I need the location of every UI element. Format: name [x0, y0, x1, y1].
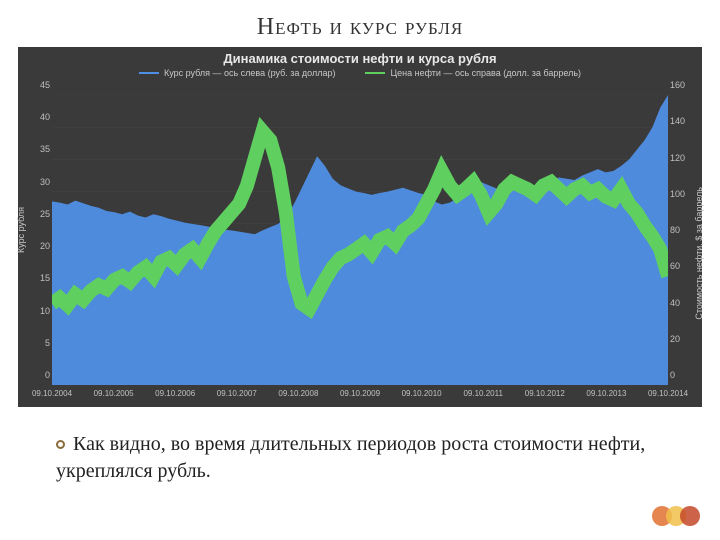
- y-left-tick: 30: [20, 177, 50, 187]
- y-left-tick: 10: [20, 306, 50, 316]
- x-tick: 09.10.2009: [340, 389, 380, 398]
- x-tick: 09.10.2013: [586, 389, 626, 398]
- caption-text: Как видно, во время длительных периодов …: [56, 433, 645, 482]
- x-tick: 09.10.2014: [648, 389, 688, 398]
- slide-title: Нефть и курс рубля: [0, 0, 720, 47]
- slide-caption: Как видно, во время длительных периодов …: [0, 407, 720, 485]
- x-tick: 09.10.2005: [94, 389, 134, 398]
- y-right-tick: 140: [670, 116, 700, 126]
- x-tick: 09.10.2011: [463, 389, 502, 398]
- y-left-tick: 35: [20, 144, 50, 154]
- x-tick: 09.10.2006: [155, 389, 195, 398]
- x-tick: 09.10.2007: [217, 389, 257, 398]
- y-left-tick: 45: [20, 80, 50, 90]
- x-tick: 09.10.2004: [32, 389, 72, 398]
- y-right-tick: 20: [670, 334, 700, 344]
- y-right-tick: 120: [670, 153, 700, 163]
- corner-decoration: [658, 506, 700, 526]
- chart-legend: Курс рубля — ось слева (руб. за доллар) …: [18, 68, 702, 82]
- legend-swatch: [365, 72, 385, 74]
- legend-item-oil: Цена нефти — ось справа (долл. за баррел…: [365, 68, 581, 78]
- plot-area: [52, 95, 668, 385]
- x-tick: 09.10.2012: [525, 389, 565, 398]
- x-tick: 09.10.2008: [278, 389, 318, 398]
- chart-title: Динамика стоимости нефти и курса рубля: [18, 47, 702, 68]
- y-left-tick: 5: [20, 338, 50, 348]
- bullet-icon: [56, 440, 65, 449]
- legend-item-ruble: Курс рубля — ось слева (руб. за доллар): [139, 68, 336, 78]
- y-left-tick: 40: [20, 112, 50, 122]
- chart-container: Динамика стоимости нефти и курса рубля К…: [18, 47, 702, 407]
- chart-svg: [52, 95, 668, 385]
- y-left-tick: 15: [20, 273, 50, 283]
- y-right-tick: 0: [670, 370, 700, 380]
- x-tick: 09.10.2010: [402, 389, 442, 398]
- legend-label: Цена нефти — ось справа (долл. за баррел…: [390, 68, 581, 78]
- y-left-label: Курс рубля: [16, 207, 26, 253]
- y-left-tick: 0: [20, 370, 50, 380]
- x-axis: 09.10.200409.10.200509.10.200609.10.2007…: [52, 389, 668, 403]
- y-right-label: Стоимость нефти, $ за баррель: [694, 187, 704, 320]
- corner-dot: [680, 506, 700, 526]
- legend-label: Курс рубля — ось слева (руб. за доллар): [164, 68, 336, 78]
- y-right-tick: 160: [670, 80, 700, 90]
- legend-swatch: [139, 72, 159, 74]
